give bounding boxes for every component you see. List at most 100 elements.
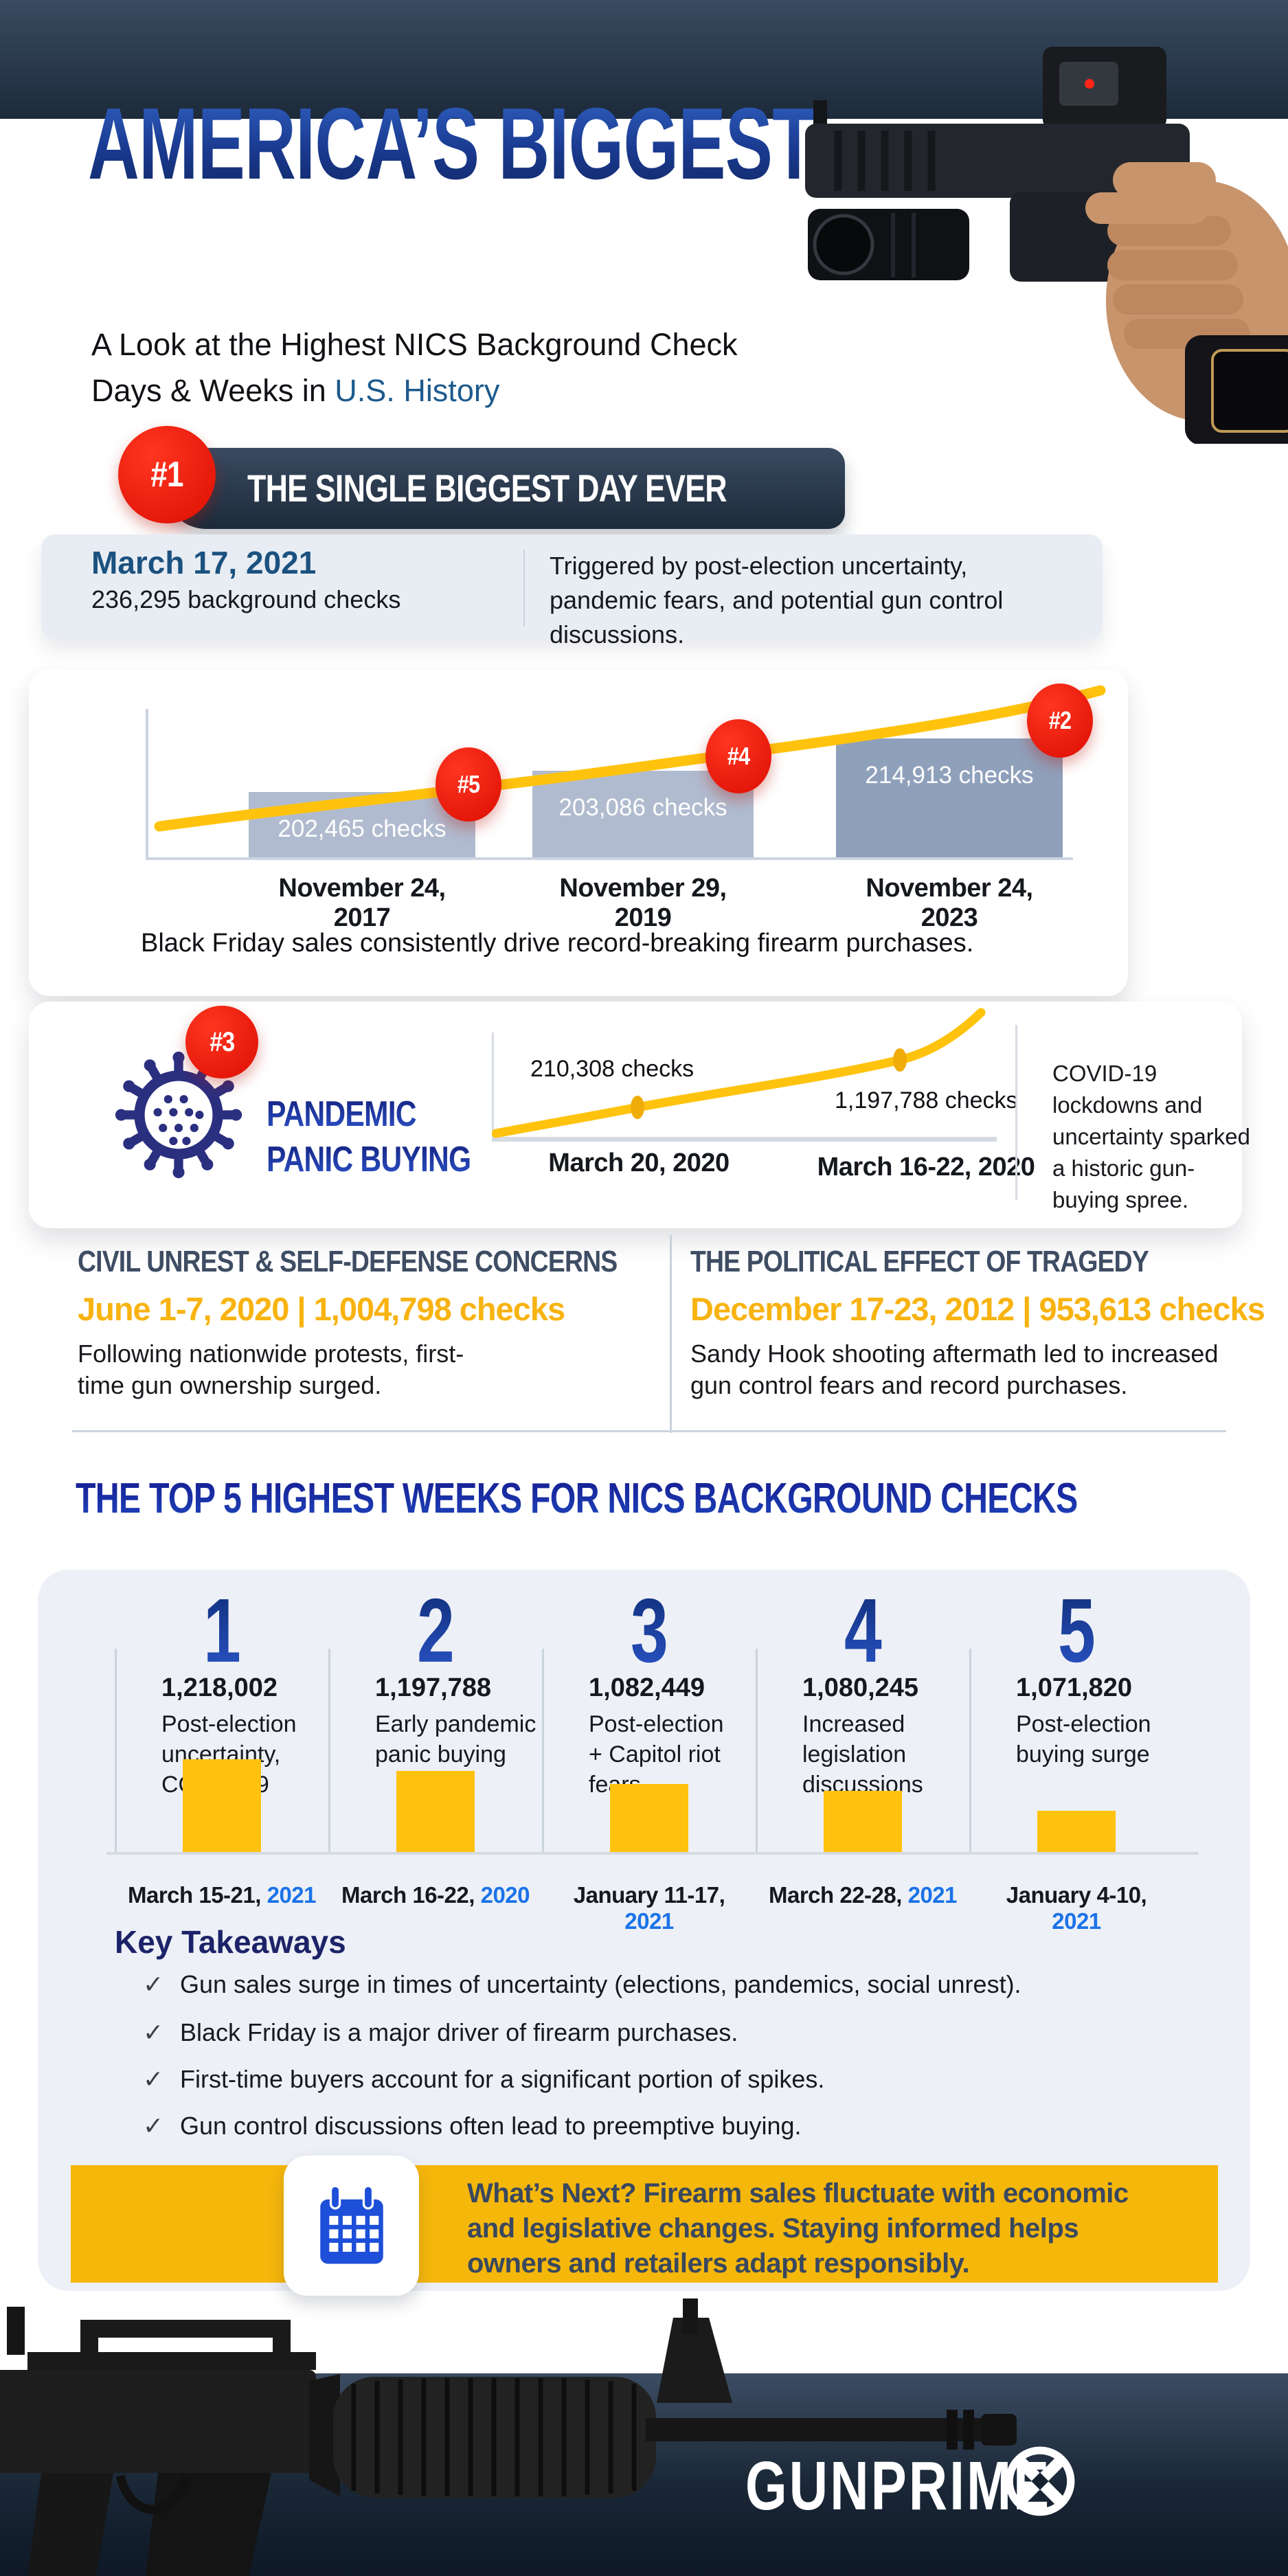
single-day-banner: THE SINGLE BIGGEST DAY EVER [165, 448, 845, 529]
bf-date-2023: November 24, 2023 [866, 874, 1033, 932]
top5-rank-2: 2 [385, 1579, 486, 1683]
top5-col-divider [328, 1649, 330, 1853]
top5-year-3: 2021 [624, 1908, 674, 1934]
single-day-description: Triggered by post-election uncertainty, … [550, 552, 1004, 648]
pandemic-divider [1015, 1025, 1017, 1200]
top5-date-4: March 22-28, 2021 [768, 1882, 958, 1908]
top5-rank-5: 5 [1026, 1579, 1127, 1683]
bf-bar-2019: 203,086 checks [532, 771, 754, 857]
top5-bar-2 [396, 1771, 475, 1853]
top5-rank-1: 1 [171, 1579, 273, 1683]
single-day-divider [523, 550, 525, 626]
top5-bar-4 [824, 1791, 902, 1853]
calendar-icon [320, 2184, 383, 2264]
rank1-badge: #1 [118, 426, 216, 523]
events-bottom-rule [72, 1430, 1226, 1432]
takeaway-item-3: First-time buyers account for a signific… [180, 2065, 825, 2093]
subtitle-highlight: U.S. History [335, 373, 500, 408]
top5-col-divider [542, 1649, 544, 1853]
bf-date-2019: November 29, 2019 [559, 874, 727, 932]
top5-axis [106, 1852, 1199, 1855]
bf-rank2-label: #2 [1048, 706, 1072, 734]
top5-rank-4: 4 [812, 1579, 914, 1683]
bf-rank4-badge: #4 [705, 719, 771, 793]
top5-value-3: 1,082,449 [589, 1673, 705, 1702]
rifle-illustration [0, 2298, 1017, 2576]
top5-heading: THE TOP 5 HIGHEST WEEKS FOR NICS BACKGRO… [76, 1475, 1078, 1522]
pistol-photo [790, 12, 1288, 452]
single-day-checks: 236,295 background checks [91, 585, 401, 613]
single-day-banner-label: THE SINGLE BIGGEST DAY EVER [247, 466, 727, 510]
pandemic-point1-date: March 20, 2020 [548, 1149, 730, 1177]
top5-label-4: Increased legislation discussions [802, 1711, 923, 1798]
check-icon: ✓ [143, 2065, 164, 2093]
bf-x-axis [146, 857, 1073, 860]
top5-value-4: 1,080,245 [802, 1673, 919, 1702]
rank3-badge-label: #3 [209, 1026, 235, 1057]
top5-rank-3: 3 [598, 1579, 700, 1683]
check-icon: ✓ [143, 1970, 164, 1998]
bf-rank5-label: #5 [457, 770, 480, 798]
top5-value-5: 1,071,820 [1016, 1673, 1133, 1702]
brand-logo-emblem [1005, 2446, 1075, 2516]
bf-bar-2019-label: 203,086 checks [558, 794, 727, 821]
tragedy-title: THE POLITICAL EFFECT OF TRAGEDY [690, 1245, 1149, 1278]
pistol-illustration [805, 47, 1288, 452]
top5-bar-1 [183, 1759, 261, 1853]
top5-col-divider [756, 1649, 758, 1853]
top5-year-2: 2020 [480, 1882, 530, 1908]
whats-next-banner [71, 2165, 1218, 2283]
takeaway-item-2: Black Friday is a major driver of firear… [180, 2018, 738, 2046]
bf-trend-curve [154, 685, 1106, 832]
top5-date-3: January 11-17, 2021 [573, 1882, 725, 1934]
subtitle-line1: A Look at the Highest NICS Background Ch… [91, 327, 738, 362]
calendar-card [284, 2156, 419, 2296]
takeaway-item-1: Gun sales surge in times of uncertainty … [180, 1970, 1021, 1998]
top5-label-2: Early pandemic panic buying [375, 1711, 536, 1767]
top5-date-5: January 4-10, 2021 [1006, 1882, 1147, 1934]
main-title-line2: GUN-BUYING SURGES [88, 194, 859, 308]
check-icon: ✓ [143, 2112, 164, 2140]
top5-bar-5 [1037, 1811, 1116, 1853]
brand-logo-text: GUNPRIME [745, 2448, 1052, 2524]
main-title-line1: AMERICA’S BIGGEST [88, 87, 815, 201]
bf-bar-2023-label: 214,913 checks [865, 762, 1034, 789]
pandemic-y-axis [492, 1032, 494, 1140]
subtitle-line2-prefix: Days & Weeks in [91, 373, 335, 408]
pandemic-description: COVID-19 lockdowns and uncertainty spark… [1052, 1061, 1250, 1212]
pandemic-title-line1: PANDEMIC [267, 1094, 417, 1134]
top5-value-1: 1,218,002 [161, 1673, 278, 1702]
top5-bar-3 [610, 1784, 688, 1853]
bf-date-2017: November 24, 2017 [278, 874, 446, 932]
events-divider [670, 1235, 672, 1433]
top5-col-divider [969, 1649, 971, 1853]
bf-bar-2017-label: 202,465 checks [278, 815, 447, 842]
top5-col-divider [115, 1649, 117, 1853]
bf-caption: Black Friday sales consistently drive re… [141, 929, 974, 958]
pandemic-point2-date: March 16-22, 2020 [817, 1153, 1035, 1182]
bf-y-axis [146, 709, 148, 860]
pandemic-x-axis [492, 1137, 997, 1142]
pandemic-line-chart [492, 1008, 986, 1138]
subtitle-line2: Days & Weeks in U.S. History [91, 373, 499, 409]
bf-rank5-badge: #5 [436, 747, 501, 822]
single-day-date: March 17, 2021 [91, 545, 317, 580]
top5-year-4: 2021 [907, 1882, 958, 1908]
tragedy-description: Sandy Hook shooting aftermath led to inc… [690, 1340, 1219, 1399]
takeaways-heading: Key Takeaways [115, 1924, 346, 1960]
whats-next-text: What’s Next? Firearm sales fluctuate wit… [467, 2178, 1129, 2279]
takeaway-item-4: Gun control discussions often lead to pr… [180, 2112, 802, 2140]
tragedy-stat: December 17-23, 2012 | 953,613 checks [690, 1291, 1265, 1327]
bf-bar-2023: 214,913 checks [836, 738, 1063, 857]
single-day-card [41, 534, 1103, 639]
top5-date-2: March 16-22, 2020 [341, 1882, 530, 1908]
bf-rank4-label: #4 [727, 742, 750, 770]
top5-year-5: 2021 [1052, 1908, 1101, 1934]
rank1-badge-label: #1 [150, 455, 183, 495]
top5-year-1: 2021 [267, 1882, 317, 1908]
virus-icon [115, 1051, 242, 1179]
top5-label-5: Post-election buying surge [1016, 1711, 1151, 1767]
rifle-photo [0, 2293, 1044, 2576]
pandemic-point1-label: 210,308 checks [530, 1056, 694, 1082]
